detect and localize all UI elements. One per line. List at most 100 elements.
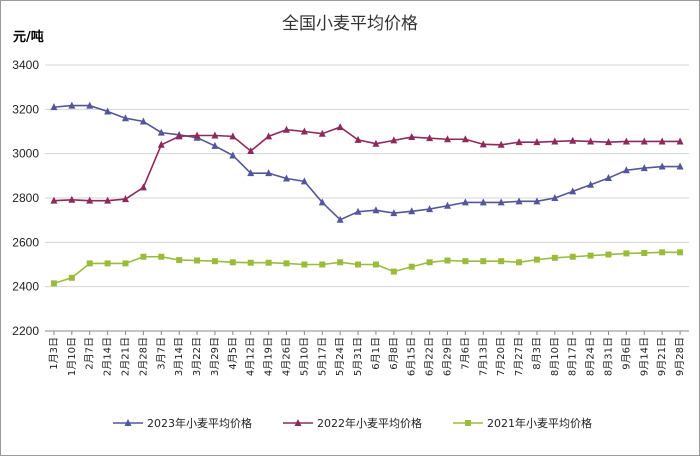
data-point xyxy=(139,183,147,191)
x-tick-label: 8月31日 xyxy=(603,337,615,376)
data-point xyxy=(193,131,201,139)
data-point xyxy=(372,139,380,147)
data-point xyxy=(336,215,344,223)
data-point xyxy=(86,260,93,267)
x-tick-label: 7月27日 xyxy=(513,337,525,376)
data-point xyxy=(569,136,577,144)
data-point xyxy=(211,141,219,149)
data-point xyxy=(622,166,630,174)
data-point xyxy=(104,260,111,267)
x-tick-label: 1月3日 xyxy=(48,337,60,370)
x-tick-label: 5月10日 xyxy=(298,337,310,376)
data-point xyxy=(372,206,380,214)
y-axis-ticks: 2200 2400 2600 2800 3000 3200 3400 xyxy=(12,58,39,338)
legend-label-2: 2022年小麦平均价格 xyxy=(317,416,422,430)
y-tick-label: 3200 xyxy=(12,102,39,116)
data-point xyxy=(515,197,523,205)
y-tick-label: 2800 xyxy=(12,191,39,205)
x-tick-label: 3月14日 xyxy=(173,337,185,376)
data-point xyxy=(605,174,612,182)
data-point xyxy=(461,198,469,206)
data-point xyxy=(122,260,129,267)
x-tick-label: 9月21日 xyxy=(656,337,668,376)
data-point xyxy=(283,174,290,182)
data-point xyxy=(569,253,576,260)
data-point xyxy=(497,198,505,206)
data-point xyxy=(516,259,523,266)
data-point xyxy=(676,137,684,145)
data-point xyxy=(462,258,469,265)
data-point xyxy=(498,258,505,265)
data-point xyxy=(300,127,308,135)
x-tick-label: 4月12日 xyxy=(245,337,257,376)
x-tick-label: 8月24日 xyxy=(585,337,597,376)
data-point xyxy=(122,114,129,122)
x-axis-ticks: 1月3日 1月10日 2月7日 2月14日 2月21日 2月28日 3月7日 3月14日 3月2… xyxy=(48,337,686,376)
x-tick-label: 3月29日 xyxy=(209,337,221,376)
x-tick-label: 2月28日 xyxy=(137,337,149,376)
legend-marker-1 xyxy=(124,419,132,426)
data-point xyxy=(533,138,541,146)
data-point xyxy=(318,129,326,137)
data-point xyxy=(426,134,434,142)
data-point xyxy=(515,138,523,146)
data-point xyxy=(408,207,416,215)
data-point xyxy=(676,162,684,170)
data-point xyxy=(479,198,487,206)
x-tick-label: 8月3日 xyxy=(531,337,543,370)
x-tick-label: 7月6日 xyxy=(459,337,471,370)
data-point xyxy=(50,196,58,204)
data-point xyxy=(86,101,94,109)
data-point xyxy=(461,135,469,143)
data-point xyxy=(641,249,648,256)
data-point xyxy=(86,196,94,204)
y-tick-label: 2600 xyxy=(12,235,39,249)
data-point xyxy=(605,251,612,258)
x-tick-label: 6月15日 xyxy=(406,337,418,376)
x-tick-label: 6月8日 xyxy=(388,337,400,370)
data-point xyxy=(301,261,308,268)
x-tick-label: 2月14日 xyxy=(102,337,114,376)
data-point xyxy=(533,256,540,263)
x-tick-label: 8月10日 xyxy=(549,337,561,376)
data-point xyxy=(158,253,165,260)
x-tick-label: 3月7日 xyxy=(155,337,167,370)
data-point xyxy=(283,260,290,267)
data-point xyxy=(444,201,451,209)
data-point xyxy=(229,151,237,159)
x-tick-label: 6月22日 xyxy=(424,337,436,376)
data-point xyxy=(623,250,630,257)
x-tick-label: 3月22日 xyxy=(191,337,203,376)
data-point xyxy=(408,263,415,270)
data-point xyxy=(68,101,76,109)
legend-marker-2 xyxy=(294,419,302,426)
data-point xyxy=(480,258,487,265)
x-tick-label: 4月19日 xyxy=(263,337,275,376)
data-point xyxy=(283,125,290,133)
data-point xyxy=(354,207,362,215)
x-tick-label: 1月10日 xyxy=(66,337,78,376)
data-point xyxy=(68,274,75,281)
data-point xyxy=(337,259,344,266)
y-tick-label: 2200 xyxy=(12,324,39,338)
data-point xyxy=(622,137,630,145)
data-point xyxy=(265,169,273,177)
legend-label-3: 2021年小麦平均价格 xyxy=(487,416,592,430)
data-point xyxy=(176,257,183,264)
data-point xyxy=(605,138,612,146)
data-point xyxy=(658,137,666,145)
data-point xyxy=(587,252,594,259)
data-point xyxy=(139,117,147,125)
data-point xyxy=(247,169,255,177)
series-lines xyxy=(50,101,684,287)
x-tick-label: 5月31日 xyxy=(352,337,364,376)
y-tick-label: 2400 xyxy=(12,280,39,294)
data-point xyxy=(444,257,451,264)
series-line-2 xyxy=(53,126,681,202)
data-point xyxy=(677,249,684,256)
series-line-3 xyxy=(53,251,681,285)
data-point xyxy=(68,195,76,203)
data-point xyxy=(408,133,416,141)
legend-label-1: 2023年小麦平均价格 xyxy=(147,416,252,430)
